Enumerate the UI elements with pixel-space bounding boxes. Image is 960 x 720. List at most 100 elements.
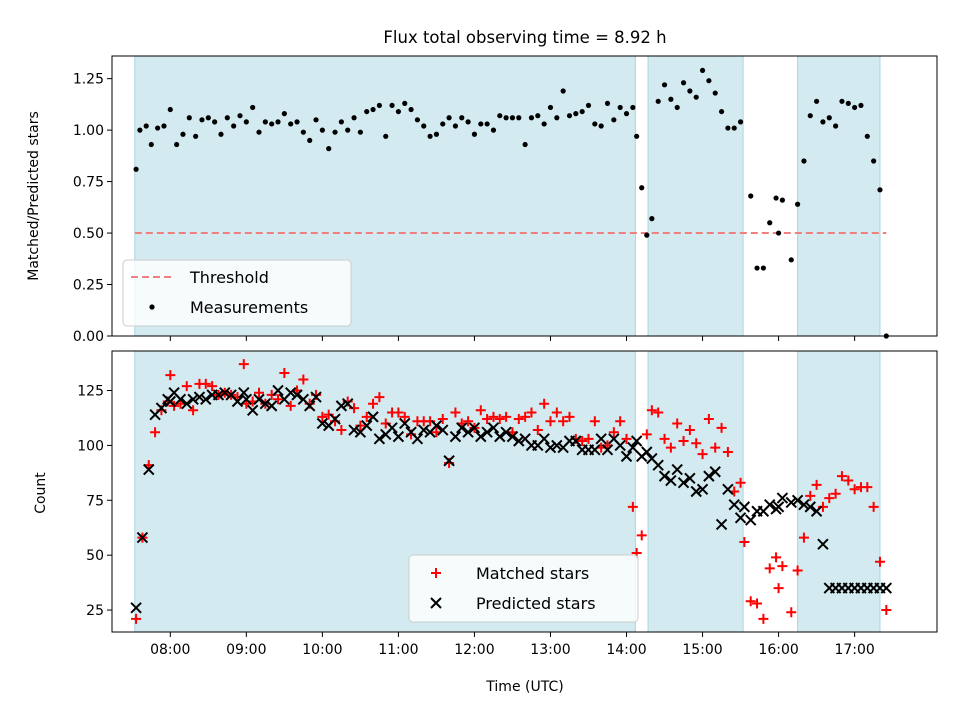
bottom-axes-frame	[111, 350, 938, 633]
measurement-point	[661, 82, 668, 88]
measurement-point	[357, 129, 363, 135]
measurement-point	[237, 113, 243, 119]
predicted-star-point	[690, 485, 702, 498]
predicted-star-point	[316, 417, 329, 430]
matched-star-point	[881, 605, 892, 616]
measurement-point	[389, 102, 395, 109]
matched-star-point	[532, 425, 543, 436]
measurement-point	[459, 115, 465, 121]
measurement-point	[345, 127, 351, 133]
predicted-star-point	[589, 444, 601, 456]
matched-star-point	[150, 427, 161, 438]
predicted-star-point	[143, 463, 155, 476]
matched-star-point	[589, 416, 600, 427]
matched-star-point	[659, 433, 670, 444]
x-tick-label: 16:00	[758, 642, 798, 658]
measurement-point	[212, 119, 218, 125]
matched-star-point	[393, 407, 404, 418]
matched-star-point	[678, 436, 689, 447]
measurement-point	[161, 123, 167, 129]
matched-star-point	[824, 493, 835, 504]
matched-star-point	[437, 414, 448, 425]
predicted-star-point	[703, 470, 715, 482]
matched-star-point	[716, 422, 727, 433]
bottom-y-ticks: 25 50 75 100 125	[77, 384, 112, 619]
measurement-point	[611, 117, 617, 123]
measurement-point	[509, 115, 516, 121]
predicted-star-point	[745, 514, 757, 526]
legend-box	[408, 554, 639, 623]
measurement-point	[864, 133, 870, 139]
matched-star-point	[131, 613, 142, 624]
bottom-y-axis-label: Count	[33, 472, 49, 514]
matched-star-point	[399, 411, 410, 422]
measurement-point	[155, 125, 161, 131]
predicted-star-point	[551, 439, 563, 452]
predicted-star-point	[772, 501, 785, 513]
predicted-star-point	[437, 424, 449, 436]
measurement-point	[427, 133, 433, 139]
matched-star-point	[520, 411, 531, 422]
measurement-point	[579, 108, 585, 115]
bottom-panel: 25 50 75 100 125 08:00 09:00 10:00 11:00 12:00 13…	[33, 350, 938, 695]
top-panel: 0.00 0.25 0.50 0.75 1.00 1.25 Matched/Predict…	[26, 55, 938, 345]
measurement-point	[687, 88, 693, 94]
measurement-point	[554, 115, 560, 121]
measurement-point	[243, 119, 249, 125]
measurement-point	[674, 104, 680, 111]
measurement-point	[820, 119, 826, 125]
measurement-point	[294, 119, 300, 125]
measurement-point	[193, 133, 199, 139]
predicted-star-point	[570, 435, 582, 447]
x-tick-label: 10:00	[302, 642, 342, 658]
measurement-point	[218, 131, 224, 137]
predicted-star-point	[798, 498, 810, 511]
y-tick-label: 125	[77, 384, 104, 400]
measurement-point	[634, 133, 640, 139]
measurement-point	[133, 166, 139, 172]
predicted-star-point	[665, 474, 677, 487]
y-tick-label: 0.50	[73, 226, 104, 242]
measurement-point	[446, 115, 452, 121]
measurement-point	[706, 78, 712, 84]
top-y-axis-label: Matched/Predicted stars	[26, 111, 42, 281]
predicted-star-point	[641, 446, 653, 458]
predicted-star-point	[595, 433, 607, 445]
measurement-point	[478, 121, 484, 127]
predicted-star-point	[310, 391, 322, 403]
y-tick-label: 50	[86, 548, 104, 564]
measurement-point	[737, 119, 744, 125]
matched-star-point	[758, 613, 769, 624]
y-tick-label: 100	[77, 438, 104, 454]
x-tick-label: 08:00	[150, 642, 190, 658]
measurement-point	[465, 119, 471, 125]
measurement-point	[421, 123, 427, 129]
predicted-star-point	[418, 424, 430, 436]
measurement-point	[566, 113, 573, 119]
matched-star-point	[627, 501, 638, 512]
x-tick-label: 15:00	[682, 642, 722, 658]
legend-measurements-label: Measurements	[190, 298, 308, 317]
measurement-point	[326, 146, 332, 152]
measurement-point	[573, 111, 579, 117]
predicted-star-point	[246, 404, 259, 416]
predicted-star-point	[193, 391, 206, 403]
x-tick-label: 14:00	[606, 642, 646, 658]
predicted-star-point	[614, 439, 626, 452]
measurement-point	[773, 195, 779, 201]
matched-star-point	[752, 598, 763, 609]
legend-matched-swatch	[431, 568, 441, 578]
measurement-point	[775, 230, 782, 236]
matched-star-point	[739, 536, 750, 547]
predicted-star-point	[652, 459, 664, 471]
predicted-star-point	[804, 501, 816, 513]
predicted-star-point	[200, 393, 212, 406]
measurement-point	[137, 127, 143, 133]
predicted-star-point	[174, 393, 187, 406]
measurement-point	[205, 115, 211, 121]
matched-star-point	[181, 381, 192, 392]
measurement-point	[452, 123, 459, 129]
predicted-star-point	[709, 466, 721, 478]
matched-star-point	[374, 392, 385, 403]
matched-star-point	[874, 556, 885, 567]
